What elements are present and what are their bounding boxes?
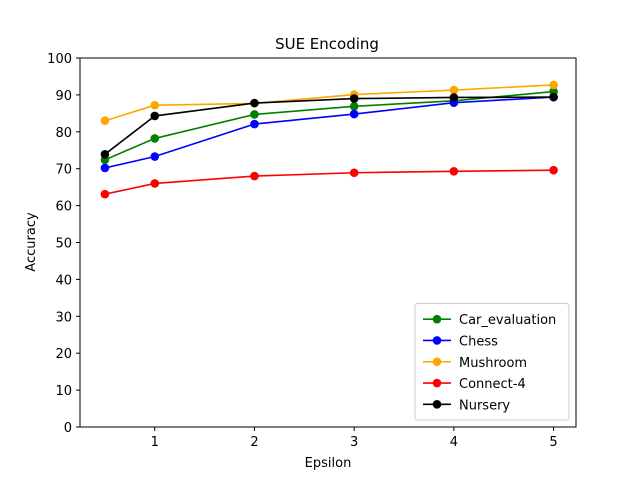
x-tick-label-3: 4 bbox=[450, 435, 458, 450]
y-tick-label-7: 70 bbox=[55, 163, 72, 178]
series-line-car-evaluation bbox=[104, 90, 554, 161]
point-car-evaluation-3 bbox=[349, 102, 359, 111]
y-tick-label-5: 50 bbox=[55, 237, 72, 252]
x-axis-label: Epsilon bbox=[305, 456, 352, 471]
point-connect-4-5 bbox=[549, 165, 558, 175]
point-connect-4-3 bbox=[349, 168, 359, 178]
plot-frame bbox=[79, 57, 577, 428]
y-tick-label-10: 100 bbox=[47, 52, 72, 67]
legend-swatch-marker-nursery bbox=[432, 400, 442, 409]
point-mushroom-1 bbox=[150, 100, 160, 110]
legend-swatch-marker-connect-4 bbox=[432, 378, 442, 388]
point-car-evaluation-1 bbox=[150, 134, 160, 143]
legend-swatch-marker-car-evaluation bbox=[432, 314, 442, 324]
point-connect-4-2 bbox=[250, 171, 259, 181]
series-line-chess bbox=[104, 96, 554, 169]
point-chess-0 bbox=[100, 163, 110, 173]
x-tick-label-4: 5 bbox=[549, 435, 557, 450]
chart-title: SUE Encoding bbox=[275, 35, 379, 53]
point-connect-4-1 bbox=[150, 179, 160, 188]
legend: Car_evaluation Chess Mushroom Connect-4 Nurs… bbox=[414, 303, 570, 421]
legend-item-car-evaluation: Car_evaluation bbox=[423, 313, 556, 328]
point-chess-3 bbox=[349, 109, 359, 119]
y-tick-label-6: 60 bbox=[55, 200, 72, 215]
point-chess-2 bbox=[250, 119, 259, 129]
legend-label-chess: Chess bbox=[459, 334, 498, 349]
legend-item-mushroom: Mushroom bbox=[423, 356, 527, 371]
point-nursery-1 bbox=[150, 111, 160, 121]
x-tick-label-1: 2 bbox=[250, 435, 258, 450]
series-connect-4 bbox=[100, 165, 558, 199]
legend-item-connect-4: Connect-4 bbox=[423, 377, 526, 392]
legend-label-connect-4: Connect-4 bbox=[459, 377, 526, 392]
y-tick-label-8: 80 bbox=[55, 126, 72, 141]
y-tick-label-0: 0 bbox=[64, 421, 72, 436]
point-car-evaluation-2 bbox=[250, 110, 259, 119]
point-nursery-0 bbox=[100, 150, 110, 159]
legend-swatch-marker-chess bbox=[432, 336, 442, 345]
x-tick-label-2: 3 bbox=[350, 435, 358, 450]
legend-label-car-evaluation: Car_evaluation bbox=[459, 313, 556, 328]
series-line-mushroom bbox=[104, 84, 554, 122]
legend-swatch-marker-mushroom bbox=[432, 357, 442, 367]
point-connect-4-4 bbox=[449, 166, 459, 176]
series-car-evaluation bbox=[100, 87, 558, 165]
point-nursery-2 bbox=[250, 98, 259, 108]
legend-label-nursery: Nursery bbox=[459, 398, 510, 413]
point-nursery-5 bbox=[549, 92, 558, 102]
x-tick-label-0: 1 bbox=[151, 435, 159, 450]
series-line-nursery bbox=[104, 96, 554, 155]
series-nursery bbox=[100, 92, 558, 159]
y-tick-label-2: 20 bbox=[55, 347, 72, 362]
point-chess-1 bbox=[150, 152, 160, 161]
legend-item-nursery: Nursery bbox=[423, 398, 510, 413]
legend-label-mushroom: Mushroom bbox=[459, 356, 527, 371]
point-nursery-4 bbox=[449, 93, 459, 102]
y-tick-label-4: 40 bbox=[55, 273, 72, 288]
y-axis-label: Accuracy bbox=[24, 212, 39, 272]
legend-box bbox=[414, 303, 570, 421]
legend-item-chess: Chess bbox=[423, 334, 498, 349]
y-tick-label-1: 10 bbox=[55, 384, 72, 399]
y-tick-label-3: 30 bbox=[55, 310, 72, 325]
point-mushroom-0 bbox=[100, 116, 110, 126]
y-tick-label-9: 90 bbox=[55, 89, 72, 104]
point-connect-4-0 bbox=[100, 189, 110, 199]
point-mushroom-5 bbox=[549, 80, 558, 90]
series-line-connect-4 bbox=[104, 169, 554, 195]
point-mushroom-4 bbox=[449, 85, 459, 95]
point-nursery-3 bbox=[349, 94, 359, 103]
